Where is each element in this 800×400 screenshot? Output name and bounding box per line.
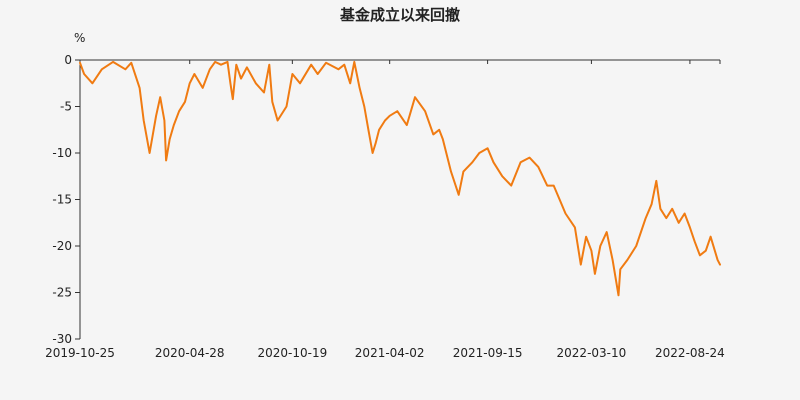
y-tick-label: -15: [52, 193, 72, 207]
x-tick-label: 2021-09-15: [453, 346, 523, 360]
y-tick-label: -10: [52, 146, 72, 160]
drawdown-series-line: [79, 60, 721, 297]
x-tick-label: 2019-10-25: [45, 346, 115, 360]
y-axis-unit-label: %: [74, 31, 85, 45]
y-tick-label: -30: [52, 332, 72, 346]
x-tick-label: 2020-04-28: [155, 346, 225, 360]
series-layer: [79, 60, 721, 297]
x-tick-label: 2022-03-10: [557, 346, 627, 360]
y-tick-label: 0: [64, 53, 72, 67]
y-tick-label: -5: [60, 100, 72, 114]
x-tick-label: 2020-10-19: [257, 346, 327, 360]
y-tick-label: -25: [52, 286, 72, 300]
x-tick-label: 2021-04-02: [355, 346, 425, 360]
chart-title: 基金成立以来回撤: [339, 6, 460, 24]
x-tick-label: 2022-08-24: [655, 346, 725, 360]
axes: [75, 59, 721, 340]
y-tick-label: -20: [52, 239, 72, 253]
